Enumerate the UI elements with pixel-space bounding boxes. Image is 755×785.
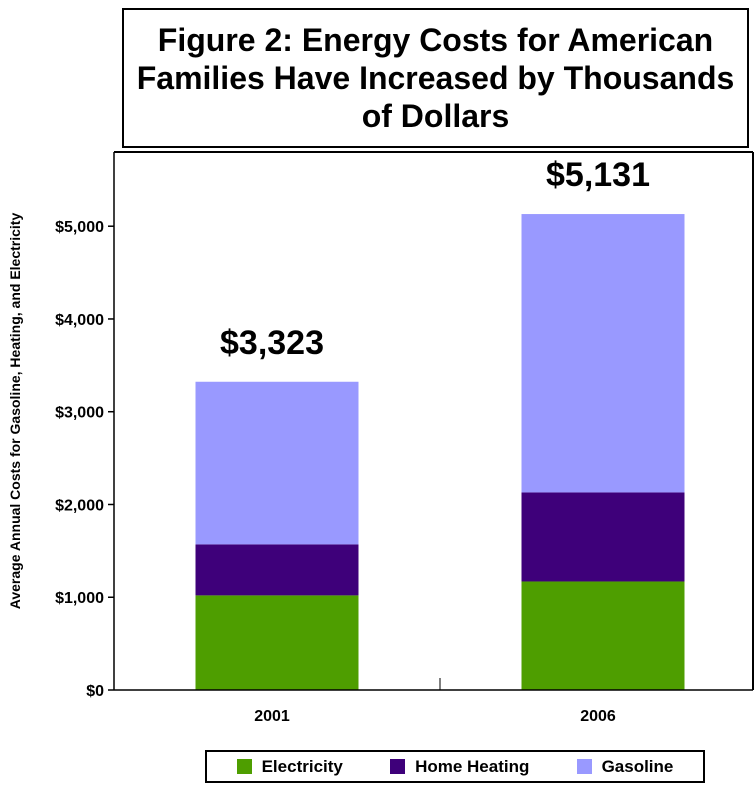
chart-title: Figure 2: Energy Costs for American Fami… [136, 22, 735, 134]
bar-home-heating-2006 [521, 492, 685, 582]
total-label-2006: $5,131 [546, 156, 650, 194]
bar-home-heating-2001 [195, 544, 359, 596]
x-tick-label-2006: 2006 [580, 708, 616, 725]
bar-chart: $0 $1,000 $2,000 $3,000 $4,000 $5,000 Average … [7, 151, 754, 725]
legend-swatch-electricity [236, 759, 252, 774]
bar-electricity-2001 [195, 595, 359, 690]
legend-label-home-heating: Home Heating [415, 756, 530, 776]
y-tick-label: $5,000 [55, 219, 104, 236]
legend-label-gasoline: Gasoline [601, 756, 674, 776]
legend-swatch-gasoline [576, 759, 592, 774]
y-tick-label: $0 [86, 683, 104, 700]
total-label-2001: $3,323 [220, 324, 324, 362]
y-tick-label: $1,000 [55, 590, 104, 607]
legend-item-gasoline: Gasoline [576, 756, 674, 777]
legend: Electricity Home Heating Gasoline [205, 750, 705, 783]
legend-item-electricity: Electricity [236, 756, 343, 777]
legend-item-home-heating: Home Heating [390, 757, 529, 777]
y-tick-label: $3,000 [55, 405, 104, 422]
bar-gasoline-2006 [521, 214, 685, 493]
y-tick-label: $2,000 [55, 497, 104, 514]
legend-label-electricity: Electricity [261, 756, 343, 776]
chart-title-box: Figure 2: Energy Costs for American Fami… [122, 8, 749, 148]
x-tick-label-2001: 2001 [254, 708, 290, 725]
bar-electricity-2006 [521, 581, 685, 690]
legend-swatch-home-heating [390, 759, 406, 774]
y-tick-label: $4,000 [55, 312, 104, 329]
bar-gasoline-2001 [195, 381, 359, 545]
y-axis-title: Average Annual Costs for Gasoline, Heati… [7, 213, 23, 610]
